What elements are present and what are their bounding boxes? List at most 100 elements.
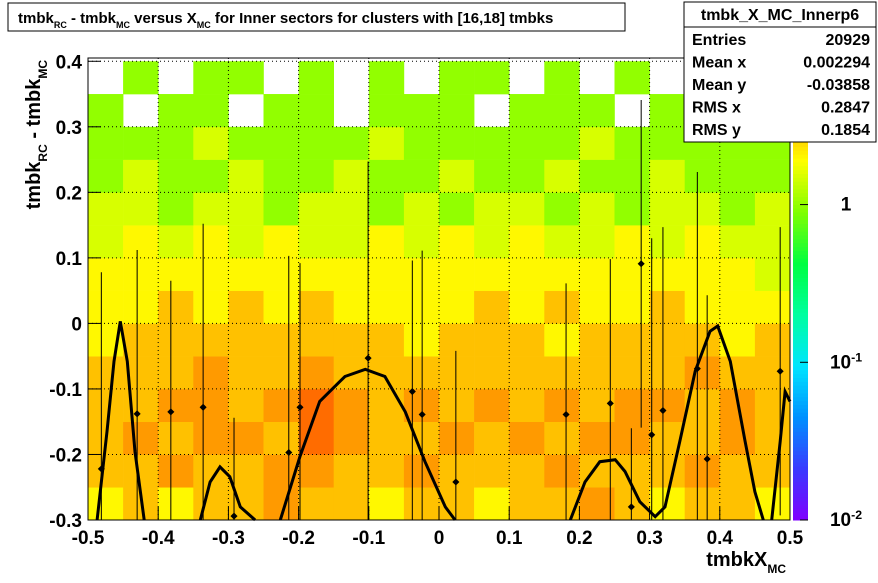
heat-cell	[614, 126, 650, 160]
x-tick-label: -0.1	[352, 528, 385, 549]
heat-cell	[368, 388, 405, 423]
stats-value: 20929	[826, 32, 871, 49]
profile-point	[408, 388, 416, 396]
heat-cell	[333, 290, 370, 324]
color-bar-strip	[793, 392, 808, 398]
heat-cell	[439, 126, 475, 160]
heat-cell	[368, 94, 405, 128]
heat-cell	[263, 290, 299, 324]
color-bar-strip	[793, 319, 808, 325]
heat-cell	[193, 356, 229, 390]
color-bar-strip	[793, 458, 808, 463]
heat-cell	[193, 225, 229, 259]
heat-cell	[579, 126, 615, 160]
color-bar-strip	[793, 158, 808, 163]
profile-point	[364, 354, 372, 362]
y-tick-label: -0.1	[49, 380, 82, 401]
color-bar-strip	[793, 496, 808, 502]
heat-cell	[263, 192, 299, 226]
heat-cell	[439, 257, 475, 291]
profile-point	[562, 410, 570, 419]
heat-cell	[649, 454, 685, 488]
color-bar-strip	[793, 312, 808, 317]
stats-value: 0.1854	[821, 122, 870, 139]
heat-cell	[333, 225, 370, 259]
heat-cell	[193, 126, 229, 160]
profile-point	[230, 512, 238, 520]
heat-cell	[509, 356, 545, 390]
color-bar-strip	[793, 185, 808, 190]
heat-cell	[544, 159, 580, 193]
color-bar-strip	[793, 231, 808, 236]
profile-point	[285, 448, 293, 457]
color-bar-strip	[793, 435, 808, 440]
y-tick-label: 0.2	[56, 183, 82, 204]
x-axis-label: tmbkXMC	[706, 549, 786, 576]
stats-label: RMS y	[692, 122, 741, 139]
heat-cell	[719, 487, 756, 521]
heat-cell	[544, 454, 580, 488]
profile-point	[703, 455, 711, 463]
color-bar-strip	[793, 146, 808, 151]
text-part: tmbk	[23, 161, 45, 210]
heat-cell	[298, 61, 334, 95]
text-part: MC	[197, 20, 211, 30]
heat-cell	[333, 257, 370, 291]
color-bar-strip	[793, 296, 808, 302]
heat-cell	[544, 94, 580, 128]
color-bar-strip	[793, 369, 808, 375]
heat-cell	[333, 388, 370, 423]
heat-cell	[88, 192, 124, 226]
color-bar-strip	[793, 285, 808, 290]
heat-cell	[544, 487, 580, 521]
color-bar-strip	[793, 350, 808, 355]
heat-cell	[649, 257, 685, 291]
profile-point	[637, 260, 645, 268]
color-bar-strip	[793, 169, 808, 174]
heat-cell	[123, 454, 159, 488]
heat-cell	[263, 388, 299, 423]
text-part: RC	[54, 20, 67, 30]
heat-cell	[193, 290, 229, 324]
heat-cell	[439, 159, 475, 193]
color-bar-strip	[793, 150, 808, 155]
heat-cell	[158, 225, 194, 259]
heat-cell	[719, 323, 756, 357]
heat-cell	[509, 454, 545, 488]
heat-cell	[193, 388, 229, 423]
heat-cell	[474, 421, 510, 455]
color-bar-strip	[793, 466, 808, 471]
heat-cell	[754, 159, 791, 193]
color-bar-strip	[793, 142, 808, 148]
color-bar-strip	[793, 504, 808, 509]
color-bar-strip	[793, 443, 808, 448]
color-bar-strip	[793, 204, 808, 209]
title-box	[7, 2, 626, 32]
color-bar-strip	[793, 192, 808, 198]
heat-cell	[403, 356, 440, 390]
heat-cell	[193, 94, 229, 128]
heat-cell	[544, 388, 580, 423]
heat-cell	[474, 388, 510, 423]
heat-cell	[368, 454, 405, 488]
heat-cell	[474, 323, 510, 357]
heat-cell	[509, 192, 545, 226]
heat-cell	[298, 323, 334, 357]
heat-cell	[228, 356, 264, 390]
z-tick-base: 1	[841, 195, 852, 216]
heat-cell	[263, 356, 299, 390]
heat-cell	[614, 225, 650, 259]
heat-cell	[474, 159, 510, 193]
heat-cell	[754, 454, 791, 488]
color-bar-strip	[793, 500, 808, 506]
text-part: tmbk	[18, 10, 54, 27]
stats-label: Entries	[692, 32, 746, 49]
heat-cell	[263, 323, 299, 357]
heat-cell	[649, 126, 685, 160]
heat-cell	[474, 487, 510, 521]
color-bar-strip	[793, 265, 808, 271]
heat-cell	[509, 94, 545, 128]
heat-cell	[439, 421, 475, 455]
heatmap	[88, 61, 791, 521]
